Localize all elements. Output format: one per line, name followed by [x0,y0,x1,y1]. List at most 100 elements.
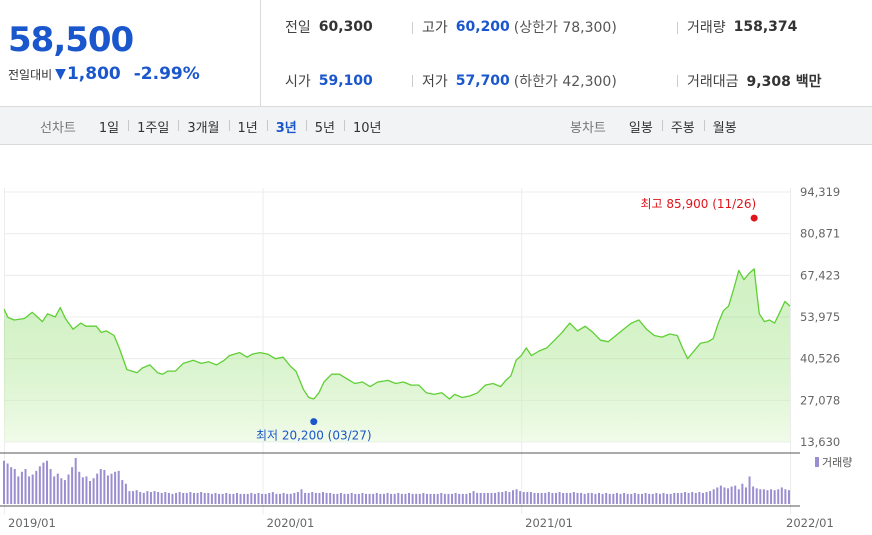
volume-bar [296,492,299,504]
volume-bar [476,492,479,504]
price-summary: 58,500 전일대비 ▼ 1,800 -2.99% 전일 60,300 고가 … [0,0,872,107]
volume-bar [511,490,514,504]
volume-bar [684,492,687,504]
price-area [4,268,790,442]
volume-bar [397,492,400,504]
volume-bar [716,487,719,504]
volume-bar [608,493,611,504]
volume-bar [737,489,740,504]
tab-10y[interactable]: 10년 [344,117,391,136]
volume-bar [554,492,557,504]
volume-bar [540,492,543,504]
volume-bar [200,492,203,504]
volume-bar [777,489,780,504]
volume-bar [440,492,443,504]
volume-value: 158,374 [733,19,798,35]
volume-bar [680,492,683,504]
volume-bar [576,492,579,504]
x-tick-label: 2021/01 [525,516,573,530]
volume-bar [264,493,267,504]
volume-bar [20,471,23,504]
tab-3m[interactable]: 3개월 [178,117,228,136]
volume-legend-label: 거래량 [822,456,852,469]
volume-bar [167,492,170,504]
max-annotation: 최고 85,900 (11/26) [641,197,757,211]
volume-bar [117,470,120,504]
volume-bar [160,492,163,504]
volume-bar [651,493,654,504]
volume-bar [612,493,615,504]
volume-bar [164,492,167,504]
tab-1y[interactable]: 1년 [228,117,267,136]
volume-bar [85,476,88,504]
volume-bar [121,480,124,504]
volume-bar [655,492,658,504]
y-tick-label: 94,319 [800,185,840,199]
volume-bar [10,467,13,504]
divider [677,22,678,34]
volume-bar [443,493,446,504]
volume-bar [56,473,59,504]
volume-bar [637,493,640,504]
volume-bar [286,493,289,504]
volume-bar [46,460,49,504]
price-line [3,268,791,400]
tab-weekly[interactable]: 주봉 [661,117,704,136]
volume-bar [730,486,733,504]
tab-monthly[interactable]: 월봉 [703,117,746,136]
volume-bar [529,492,532,504]
volume-bar [408,492,411,504]
volume-bar [658,493,661,504]
tab-3y[interactable]: 3년 [266,117,306,136]
volume-bar [300,489,303,504]
volume-bar [350,492,353,504]
volume-bar [537,492,540,504]
volume-bar [723,487,726,504]
upper-limit: (상한가 78,300) [513,20,617,36]
line-chart-title: 선차트 [40,120,76,136]
volume-bar [289,493,292,504]
volume-bar [278,493,281,504]
candle-chart-title: 봉차트 [570,120,606,136]
volume-bar [451,493,454,504]
volume-bar [762,489,765,504]
tab-daily[interactable]: 일봉 [628,120,653,136]
open-cell: 시가 59,100 [285,71,373,91]
volume-bar [694,492,697,504]
tab-1w[interactable]: 1주일 [128,117,178,136]
volume-bar [271,492,274,504]
amount-label: 거래대금 [687,74,739,90]
volume-bar [89,481,92,504]
volume-bar [712,489,715,504]
volume-bar [132,491,135,504]
volume-bar [171,493,174,504]
volume-bar [142,492,145,504]
tab-5y[interactable]: 5년 [305,117,344,136]
volume-bar [268,492,271,504]
volume-bar [709,491,712,504]
volume-bar [192,492,195,504]
volume-bar [497,492,500,504]
volume-bar [404,493,407,504]
volume-bar [759,489,762,504]
amount-value: 9,308 백만 [746,74,822,90]
volume-bar [210,493,213,504]
volume-bar [669,493,672,504]
volume-bar [605,492,608,504]
volume-bar [615,492,618,504]
volume-bar [78,471,81,504]
low-cell: 저가 57,700 (하한가 42,300) [422,71,617,91]
divider [412,22,413,34]
volume-bar [630,493,633,504]
volume-bar [494,492,497,504]
volume-bar [533,492,536,504]
price-chart[interactable]: 94,319 80,871 67,423 53,975 40,526 27,078 13,6… [0,146,872,535]
min-annotation: 최저 20,200 (03/27) [256,429,372,443]
min-marker [310,418,318,426]
volume-bar [71,467,74,504]
x-tick-label: 2022/01 [786,516,834,530]
tab-1d[interactable]: 1일 [98,120,120,136]
volume-bar [379,493,382,504]
volume-bar [53,476,56,504]
volume-bar [468,492,471,504]
